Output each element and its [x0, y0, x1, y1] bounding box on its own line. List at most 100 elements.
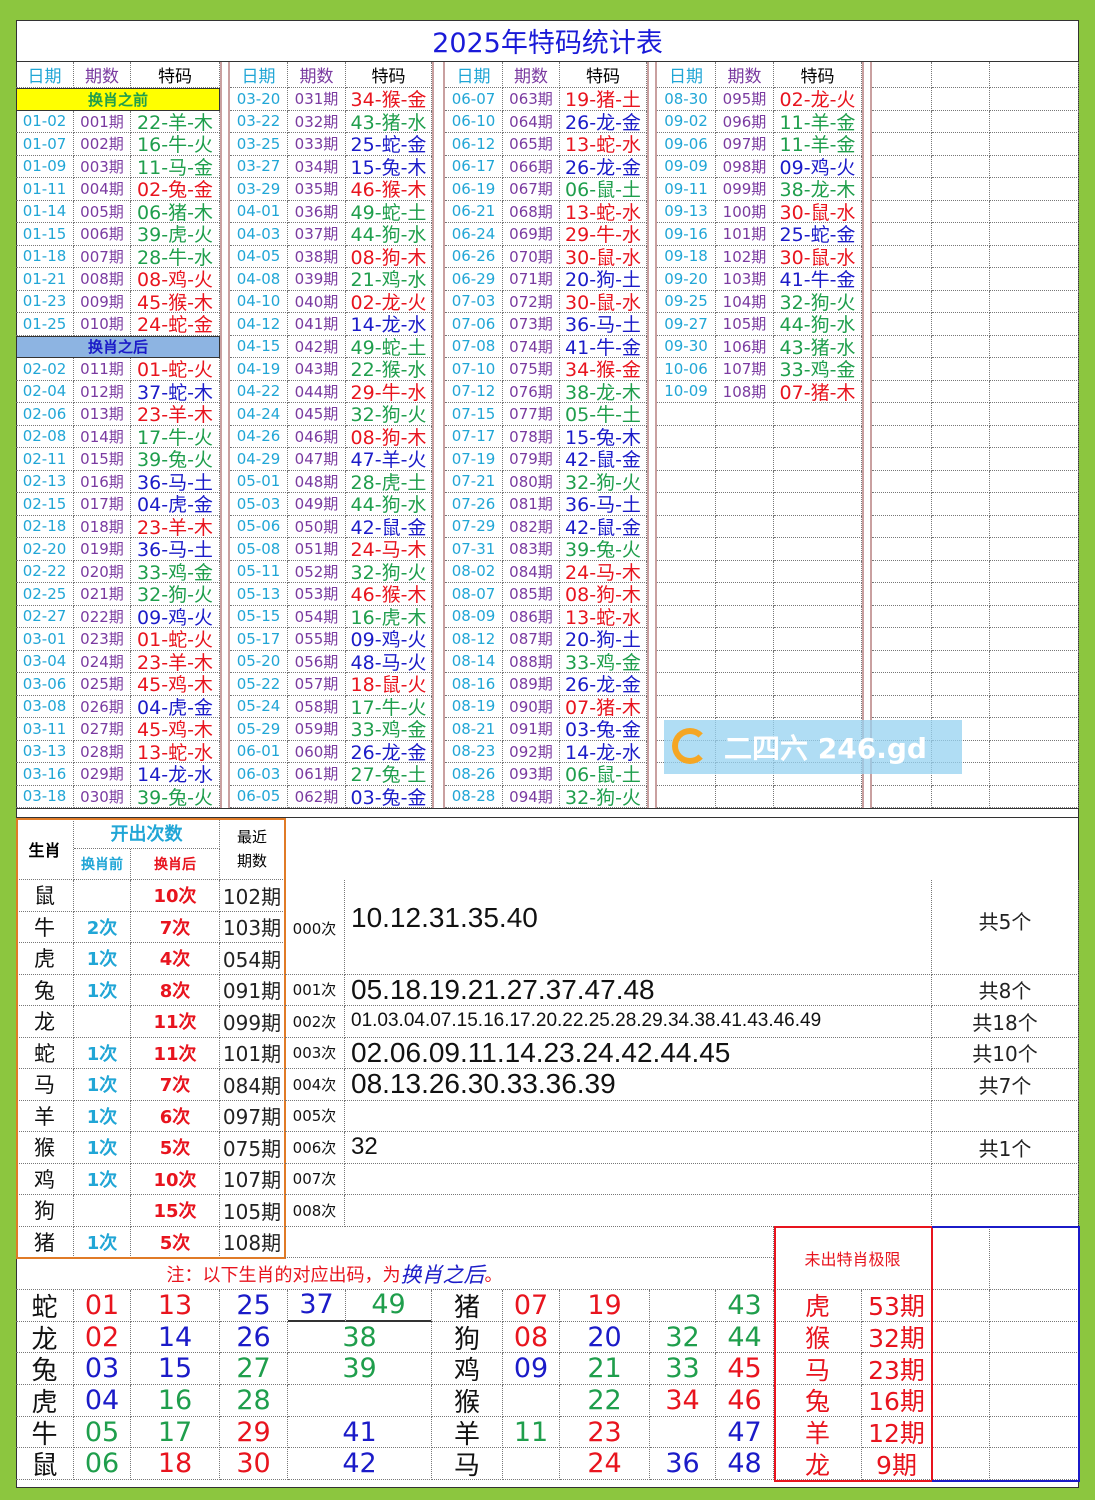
recent-period: 105期	[220, 1195, 285, 1227]
draw-date: 04-26	[230, 425, 288, 448]
special-code: 15-兔-木	[560, 425, 647, 448]
draw-date: 02-04	[16, 380, 74, 403]
special-code	[774, 403, 862, 426]
special-code: 22-羊-木	[131, 110, 220, 133]
draw-date: 08-16	[445, 673, 503, 696]
special-code: 04-虎-金	[131, 493, 220, 516]
occurrence-times: 007次	[285, 1163, 345, 1195]
empty-cell	[990, 740, 1079, 763]
empty-cell	[932, 268, 990, 291]
special-code: 24-马-木	[560, 560, 647, 583]
draw-date: 03-20	[230, 88, 288, 111]
draw-period: 043期	[288, 358, 346, 381]
count-after: 15次	[131, 1195, 220, 1227]
zodiac-name: 羊	[16, 1100, 74, 1132]
zodiac-label: 猪	[432, 1290, 503, 1322]
zodiac-number: 07	[503, 1290, 560, 1322]
empty-cell	[990, 448, 1079, 471]
special-code: 14-龙-水	[560, 740, 647, 763]
empty-cell	[990, 425, 1079, 448]
draw-period: 013期	[74, 403, 131, 426]
empty-cell	[932, 1448, 990, 1481]
empty-cell	[932, 1353, 990, 1386]
draw-period: 094期	[503, 785, 560, 808]
draw-period: 087期	[503, 628, 560, 651]
special-code: 14-龙-水	[346, 313, 432, 336]
empty-cell	[872, 62, 932, 88]
limit-zodiac: 虎	[774, 1290, 862, 1322]
zodiac-number: 37	[288, 1290, 346, 1322]
special-code: 38-龙-木	[774, 178, 862, 201]
draw-date: 07-29	[445, 515, 503, 538]
special-code: 15-兔-木	[346, 155, 432, 178]
special-code: 44-狗-水	[774, 313, 862, 336]
special-code: 06-鼠-土	[560, 178, 647, 201]
draw-period: 041期	[288, 313, 346, 336]
draw-period: 050期	[288, 515, 346, 538]
draw-period: 038期	[288, 245, 346, 268]
count-before: 1次	[74, 1037, 131, 1069]
empty-cell	[990, 470, 1079, 493]
special-code: 17-牛-火	[131, 425, 220, 448]
draw-date: 04-08	[230, 268, 288, 291]
empty-cell	[932, 673, 990, 696]
special-code: 30-鼠-水	[774, 245, 862, 268]
draw-date: 04-24	[230, 403, 288, 426]
draw-period: 032期	[288, 110, 346, 133]
special-code: 21-鸡-水	[346, 268, 432, 291]
empty-cell	[990, 133, 1079, 156]
special-code: 30-鼠-水	[560, 290, 647, 313]
zodiac-number	[503, 1385, 560, 1417]
header-period: 期数	[503, 62, 560, 88]
special-code: 47-羊-火	[346, 448, 432, 471]
draw-period: 088期	[503, 650, 560, 673]
empty-cell	[932, 335, 990, 358]
count-after: 11次	[131, 1006, 220, 1038]
count-before	[74, 880, 131, 912]
zodiac-number: 06	[74, 1448, 131, 1481]
special-code: 22-猴-水	[346, 358, 432, 381]
empty-cell	[932, 200, 990, 223]
zodiac-number: 41	[288, 1416, 432, 1449]
special-code: 03-兔-金	[346, 785, 432, 808]
empty-cell	[872, 200, 932, 223]
draw-date: 07-15	[445, 403, 503, 426]
draw-date: 08-28	[445, 785, 503, 808]
special-code	[774, 538, 862, 561]
special-code: 32-狗-火	[774, 290, 862, 313]
draw-period: 042期	[288, 335, 346, 358]
empty-cell	[990, 695, 1079, 718]
special-code: 06-猪-木	[131, 200, 220, 223]
special-code: 48-马-火	[346, 650, 432, 673]
draw-period: 003期	[74, 155, 131, 178]
special-code: 11-羊-金	[774, 110, 862, 133]
empty-cell	[990, 583, 1079, 606]
draw-date: 06-17	[445, 155, 503, 178]
empty-cell	[990, 785, 1079, 808]
draw-period: 074期	[503, 335, 560, 358]
zodiac-number: 24	[560, 1448, 650, 1481]
draw-period	[716, 493, 774, 516]
draw-date: 02-06	[16, 403, 74, 426]
empty-cell	[932, 628, 990, 651]
occurrence-numbers	[345, 1163, 932, 1195]
draw-period: 015期	[74, 448, 131, 471]
zodiac-number: 22	[560, 1385, 650, 1417]
draw-period: 010期	[74, 313, 131, 336]
draw-period: 090期	[503, 695, 560, 718]
empty-cell	[990, 403, 1079, 426]
special-code: 46-猴-木	[346, 178, 432, 201]
draw-date: 01-18	[16, 245, 74, 268]
special-code	[774, 695, 862, 718]
special-code: 04-虎-金	[131, 695, 220, 718]
draw-date: 08-12	[445, 628, 503, 651]
draw-period: 085期	[503, 583, 560, 606]
zodiac-label: 牛	[16, 1416, 74, 1449]
special-code: 26-龙-金	[346, 740, 432, 763]
header-recent: 最近期数	[220, 818, 285, 880]
draw-period	[716, 695, 774, 718]
draw-date: 04-12	[230, 313, 288, 336]
draw-date	[657, 493, 716, 516]
empty-cell	[872, 403, 932, 426]
draw-period: 061期	[288, 763, 346, 786]
